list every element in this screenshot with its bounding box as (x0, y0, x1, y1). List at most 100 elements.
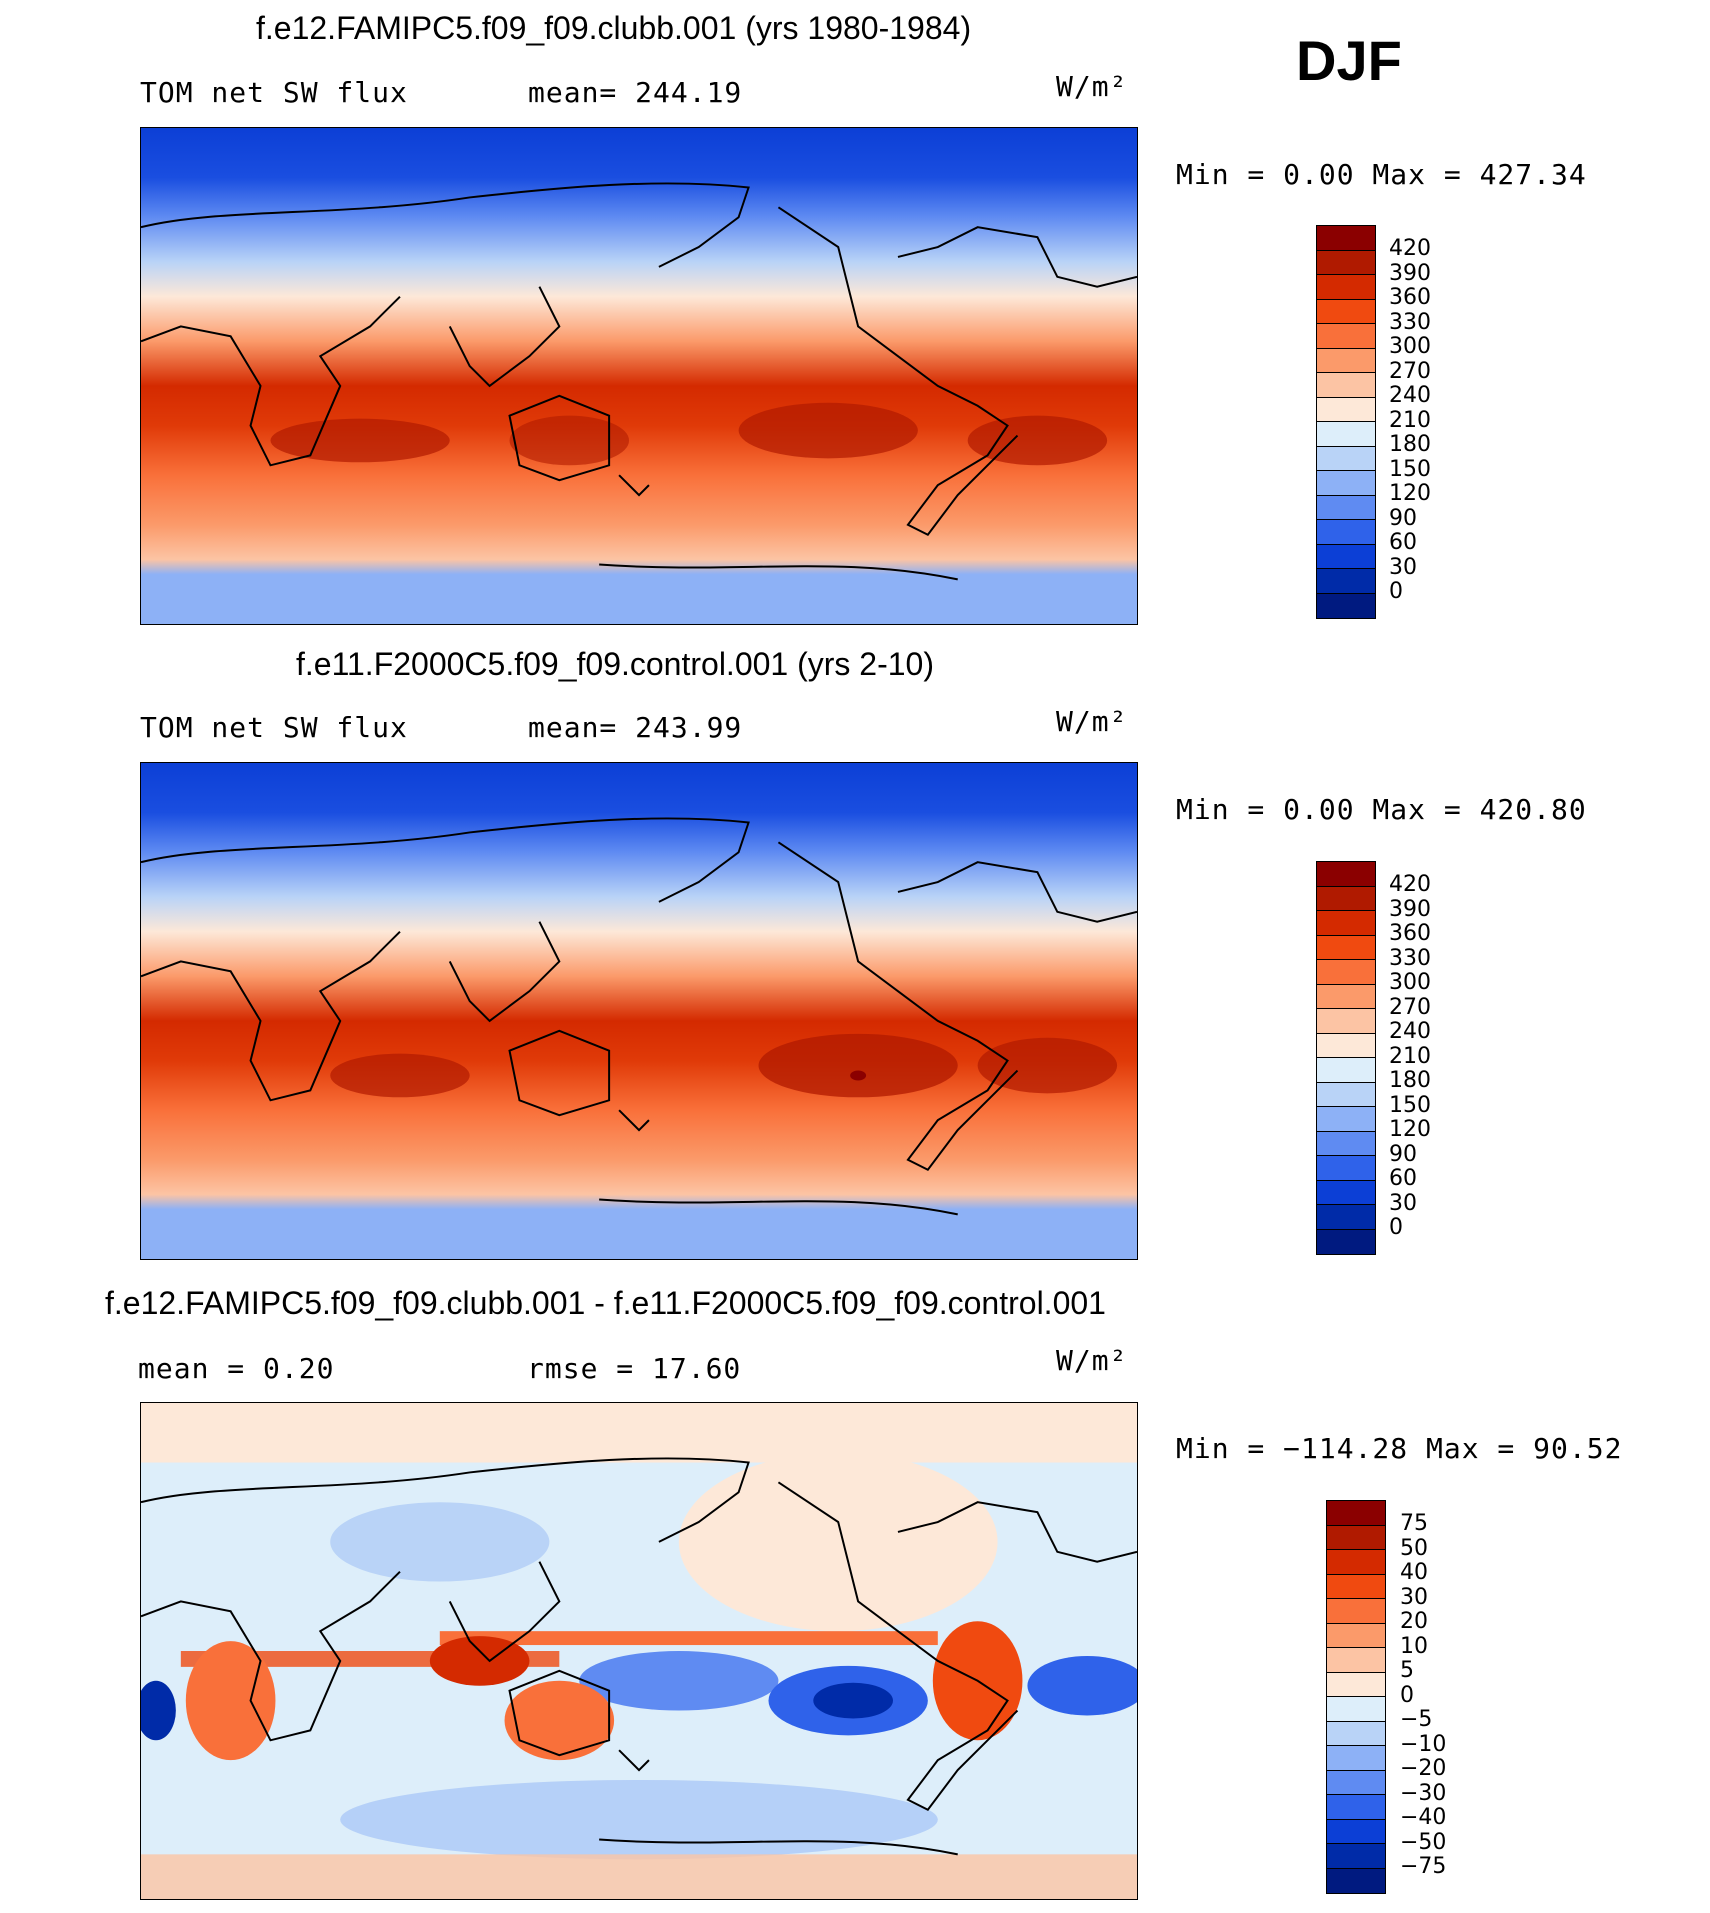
colorbar-tick-label: 180 (1389, 1068, 1431, 1093)
colorbar-swatch (1327, 1868, 1385, 1893)
colorbar-swatch (1317, 1180, 1375, 1205)
colorbar-swatch (1317, 520, 1375, 545)
colorbar-swatch (1317, 1058, 1375, 1083)
colorbar-swatch (1317, 397, 1375, 422)
colorbar-swatch (1327, 1819, 1385, 1844)
colorbar-swatch (1317, 1229, 1375, 1254)
colorbar-swatch (1317, 446, 1375, 471)
colorbar-tick-label: 270 (1389, 994, 1431, 1020)
colorbar-swatch (1317, 1131, 1375, 1156)
colorbar-swatch (1327, 1770, 1385, 1795)
colorbar-tick-label: 300 (1389, 970, 1431, 995)
panel1-units-label: W/m² (1056, 70, 1128, 103)
colorbar-swatch (1317, 1205, 1375, 1230)
panel2-minmax-label: Min = 0.00 Max = 420.80 (1176, 793, 1587, 826)
panel1-minmax-label: Min = 0.00 Max = 427.34 (1176, 158, 1587, 191)
colorbar-swatch (1327, 1550, 1385, 1575)
colorbar-tick-label: 90 (1389, 505, 1417, 531)
panel3-rmse-label: rmse = 17.60 (527, 1352, 742, 1385)
colorbar-tick-label: 330 (1389, 945, 1431, 971)
colorbar-swatch (1317, 348, 1375, 373)
colorbar-swatch (1317, 593, 1375, 618)
colorbar-tick-label: −75 (1400, 1854, 1447, 1879)
colorbar-tick-label: 210 (1389, 407, 1431, 433)
colorbar-swatch (1317, 984, 1375, 1009)
colorbar-swatch (1327, 1599, 1385, 1624)
colorbar-swatch (1327, 1721, 1385, 1746)
colorbar-swatch (1317, 373, 1375, 398)
colorbar-swatch (1327, 1844, 1385, 1869)
colorbar-swatch (1327, 1648, 1385, 1673)
panel1-map (140, 127, 1138, 625)
colorbar-tick-label: −30 (1400, 1780, 1447, 1806)
colorbar-tick-label: 360 (1389, 921, 1431, 946)
colorbar-tick-label: 420 (1389, 236, 1431, 261)
colorbar-swatch (1317, 250, 1375, 275)
colorbar-tick-label: 210 (1389, 1043, 1431, 1069)
panel2-colorbar (1316, 861, 1376, 1255)
panel2-variable-label: TOM net SW flux (140, 711, 408, 744)
colorbar-tick-label: 90 (1389, 1141, 1417, 1167)
colorbar-swatch (1327, 1623, 1385, 1648)
colorbar-swatch (1317, 862, 1375, 887)
colorbar-tick-label: 10 (1400, 1633, 1428, 1659)
colorbar-swatch (1317, 324, 1375, 349)
colorbar-swatch (1317, 1033, 1375, 1058)
colorbar-tick-label: 5 (1400, 1658, 1414, 1683)
panel2-mean-label: mean= 243.99 (528, 711, 743, 744)
colorbar-swatch (1317, 935, 1375, 960)
colorbar-tick-label: 330 (1389, 309, 1431, 335)
colorbar-swatch (1327, 1697, 1385, 1722)
colorbar-swatch (1317, 1009, 1375, 1034)
panel2-title: f.e11.F2000C5.f09_f09.control.001 (yrs 2… (296, 646, 934, 682)
colorbar-swatch (1327, 1746, 1385, 1771)
panel1-colorbar (1316, 225, 1376, 619)
colorbar-swatch (1317, 1082, 1375, 1107)
colorbar-swatch (1317, 422, 1375, 447)
colorbar-tick-label: 30 (1400, 1584, 1428, 1610)
colorbar-swatch (1327, 1525, 1385, 1550)
colorbar-tick-label: 0 (1389, 579, 1403, 604)
panel1-variable-label: TOM net SW flux (140, 76, 408, 109)
colorbar-tick-label: 390 (1389, 260, 1431, 286)
panel2-units-label: W/m² (1056, 705, 1128, 738)
panel3-title: f.e12.FAMIPC5.f09_f09.clubb.001 - f.e11.… (105, 1285, 1106, 1321)
colorbar-swatch (1317, 1156, 1375, 1181)
colorbar-tick-label: 300 (1389, 334, 1431, 359)
colorbar-tick-label: 50 (1400, 1535, 1428, 1561)
colorbar-tick-label: 75 (1400, 1511, 1428, 1536)
colorbar-tick-label: 60 (1389, 1166, 1417, 1191)
colorbar-tick-label: −40 (1400, 1805, 1447, 1830)
colorbar-tick-label: −5 (1400, 1707, 1433, 1732)
colorbar-swatch (1317, 275, 1375, 300)
panel1-mean-label: mean= 244.19 (528, 76, 743, 109)
colorbar-tick-label: 0 (1389, 1215, 1403, 1240)
colorbar-swatch (1317, 886, 1375, 911)
colorbar-tick-label: 150 (1389, 1092, 1431, 1118)
panel2-map (140, 762, 1138, 1260)
colorbar-tick-label: 20 (1400, 1609, 1428, 1634)
colorbar-tick-label: 180 (1389, 432, 1431, 457)
colorbar-tick-label: −10 (1400, 1731, 1447, 1757)
colorbar-swatch (1317, 960, 1375, 985)
colorbar-tick-label: 120 (1389, 481, 1431, 506)
colorbar-tick-label: 40 (1400, 1560, 1428, 1585)
colorbar-tick-label: 360 (1389, 285, 1431, 310)
colorbar-swatch (1327, 1672, 1385, 1697)
colorbar-tick-label: 120 (1389, 1117, 1431, 1142)
colorbar-tick-label: −50 (1400, 1829, 1447, 1855)
panel3-units-label: W/m² (1056, 1344, 1128, 1377)
colorbar-swatch (1327, 1795, 1385, 1820)
colorbar-swatch (1317, 299, 1375, 324)
colorbar-swatch (1327, 1501, 1385, 1526)
colorbar-swatch (1317, 471, 1375, 496)
panel1-title: f.e12.FAMIPC5.f09_f09.clubb.001 (yrs 198… (256, 10, 972, 46)
colorbar-tick-label: 240 (1389, 383, 1431, 408)
colorbar-swatch (1317, 1107, 1375, 1132)
colorbar-swatch (1327, 1574, 1385, 1599)
colorbar-swatch (1317, 226, 1375, 251)
panel3-mean-label: mean = 0.20 (138, 1352, 335, 1385)
colorbar-swatch (1317, 495, 1375, 520)
colorbar-tick-label: −20 (1400, 1756, 1447, 1781)
colorbar-tick-label: 270 (1389, 358, 1431, 384)
